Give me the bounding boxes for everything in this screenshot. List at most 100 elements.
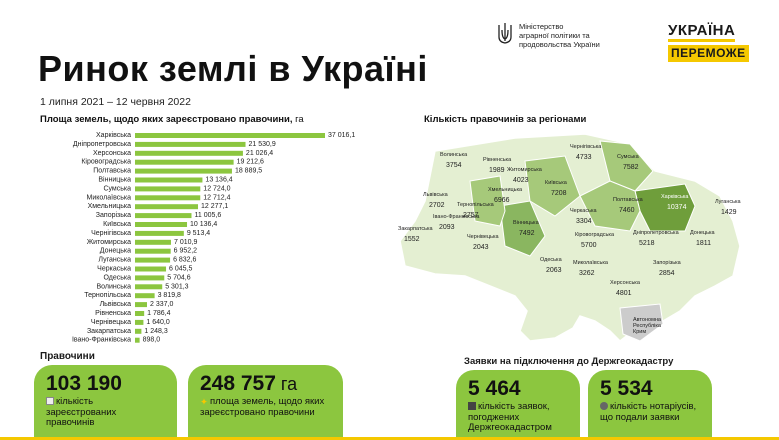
map-region-label: Полтавська 7460 <box>613 197 644 214</box>
logo-line-1: УКРАЇНА <box>668 23 736 42</box>
category-label: Запорізька <box>96 211 131 219</box>
region-name: Івано-Франківська <box>433 214 480 220</box>
region-khmelnytskyi <box>469 175 506 227</box>
value-label: 10 136,4 <box>190 221 217 228</box>
bar <box>135 150 243 156</box>
bar <box>135 275 165 281</box>
area-number: 248 757 <box>200 372 276 395</box>
bar <box>135 239 171 245</box>
bar-chart: Харківська 37 016,1 Дніпропетровська 21 530… <box>72 131 355 344</box>
notaries-desc: кількість нотаріусів, що подали заявки <box>600 401 700 423</box>
category-label: Донецька <box>100 248 131 255</box>
region-name: Київська <box>545 180 568 186</box>
region-value: 4801 <box>616 290 632 297</box>
bar <box>135 328 142 334</box>
bottom-accent-line <box>0 437 779 440</box>
apps-label: Заявки на підключення до Держгеокадастру <box>464 356 674 367</box>
region-name: Хмельницька <box>488 187 523 193</box>
category-label: Вінницька <box>98 176 131 184</box>
region-name: Закарпатська <box>398 226 434 232</box>
value-label: 37 016,1 <box>328 132 355 139</box>
category-label: Закарпатська <box>87 328 131 335</box>
map-region-label: Київська 7208 <box>545 180 568 197</box>
region-name: Тернопільська <box>457 202 495 208</box>
value-label: 2 337,0 <box>150 301 173 308</box>
category-label: Львівська <box>100 300 132 308</box>
category-label: Харківська <box>96 131 131 139</box>
region-value: 1552 <box>404 236 420 243</box>
value-label: 1 640,0 <box>146 319 169 326</box>
ukraine-wins-logo: УКРАЇНА ПЕРЕМОЖЕ <box>668 23 749 62</box>
bar <box>135 177 203 183</box>
ministry-line-2: аграрної політики та <box>519 31 590 40</box>
region-value: 2063 <box>546 267 562 274</box>
map-region-label: Вінницька 7492 <box>513 220 540 237</box>
bar <box>135 222 188 227</box>
area-desc-text: площа земель, щодо яких зареєстровано пр… <box>200 396 325 418</box>
bar <box>135 266 167 272</box>
region-name: Херсонська <box>610 280 641 286</box>
bar <box>135 141 246 147</box>
notaries-card: 5 534 кількість нотаріусів, що подали за… <box>588 370 712 440</box>
region-name: Автономна <box>633 317 662 323</box>
region-name: Миколаївська <box>573 260 609 266</box>
value-label: 7 010,9 <box>174 239 197 246</box>
map-region-label: Одеська 2063 <box>540 257 563 274</box>
category-label: Волинська <box>96 283 131 290</box>
region-name: Республіка <box>633 323 662 329</box>
region-name: Луганська <box>715 199 742 205</box>
map-region-label: Запорізька 2854 <box>653 260 682 277</box>
bar <box>135 168 232 174</box>
region-value: 7582 <box>623 164 639 171</box>
bar <box>135 248 171 254</box>
bar <box>135 337 140 343</box>
deals-desc-text: кількість зареєстрованих правочинів <box>46 396 117 428</box>
deals-label: Правочини <box>40 351 95 362</box>
region-name: Сумська <box>617 154 640 160</box>
region-value: 1989 <box>489 167 505 174</box>
region-poltava <box>579 180 641 232</box>
logo-line-2: ПЕРЕМОЖЕ <box>668 45 749 62</box>
date-range: 1 липня 2021 – 12 червня 2022 <box>40 96 191 108</box>
category-label: Черкаська <box>97 266 131 273</box>
document-icon <box>46 397 54 405</box>
region-value: 2702 <box>429 202 445 209</box>
map-region-label: Волинська 3754 <box>440 152 468 169</box>
sprout-icon: ✦ <box>200 397 208 408</box>
category-label: Кіровоградська <box>81 158 131 166</box>
value-label: 9 513,4 <box>187 230 210 237</box>
value-label: 12 724,0 <box>203 185 230 192</box>
bar <box>135 230 184 236</box>
region-name: Черкаська <box>570 208 598 214</box>
ukraine-map: Волинська 3754 Рівненська 1989 Житомирська 40… <box>398 133 742 342</box>
value-label: 18 889,5 <box>235 168 262 175</box>
bar <box>135 133 325 138</box>
area-card: 248 757 га ✦ площа земель, щодо яких зареє… <box>188 365 343 440</box>
category-label: Херсонська <box>93 150 131 157</box>
value-label: 12 277,1 <box>201 203 228 210</box>
area-value: 248 757 га <box>200 373 331 395</box>
map-region-label: Миколаївська 3262 <box>573 260 609 277</box>
ministry-line-3: продовольства України <box>519 40 600 49</box>
category-label: Луганська <box>98 257 131 264</box>
region-value: 7208 <box>551 190 567 197</box>
notaries-desc-text: кількість нотаріусів, що подали заявки <box>600 401 697 423</box>
map-region-label: Хмельницька 6966 <box>488 187 523 204</box>
map-region-label: Чернігівська 4733 <box>570 144 602 161</box>
category-label: Сумська <box>103 185 131 192</box>
notaries-count: 5 534 <box>600 377 653 400</box>
map-region-label: Донецька 1811 <box>690 230 715 247</box>
area-desc: ✦ площа земель, щодо яких зареєстровано п… <box>200 396 331 418</box>
region-sumy <box>599 140 654 192</box>
bar <box>135 311 145 316</box>
area-unit: га <box>280 374 298 394</box>
deals-desc: кількість зареєстрованих правочинів <box>46 396 165 429</box>
map-region-label: Черкаська 3304 <box>570 208 598 225</box>
ministry-name: Міністерство аграрної політики та продов… <box>519 22 629 49</box>
map-region-label: Рівненська 1989 <box>483 157 512 174</box>
bar <box>135 319 144 325</box>
bar <box>135 293 155 299</box>
region-value: 2043 <box>473 244 489 251</box>
value-label: 19 212,6 <box>237 159 264 166</box>
map-region-label: Кіровоградська 5700 <box>575 232 615 249</box>
